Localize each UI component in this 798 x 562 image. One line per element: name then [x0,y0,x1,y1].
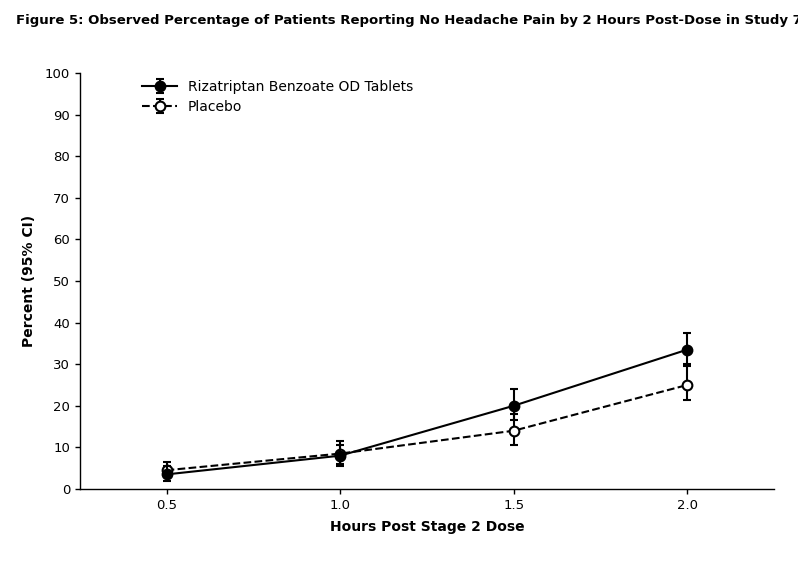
Legend: Rizatriptan Benzoate OD Tablets, Placebo: Rizatriptan Benzoate OD Tablets, Placebo [142,80,413,114]
Text: Figure 5: Observed Percentage of Patients Reporting No Headache Pain by 2 Hours : Figure 5: Observed Percentage of Patient… [16,14,798,27]
X-axis label: Hours Post Stage 2 Dose: Hours Post Stage 2 Dose [330,520,524,534]
Y-axis label: Percent (95% CI): Percent (95% CI) [22,215,37,347]
